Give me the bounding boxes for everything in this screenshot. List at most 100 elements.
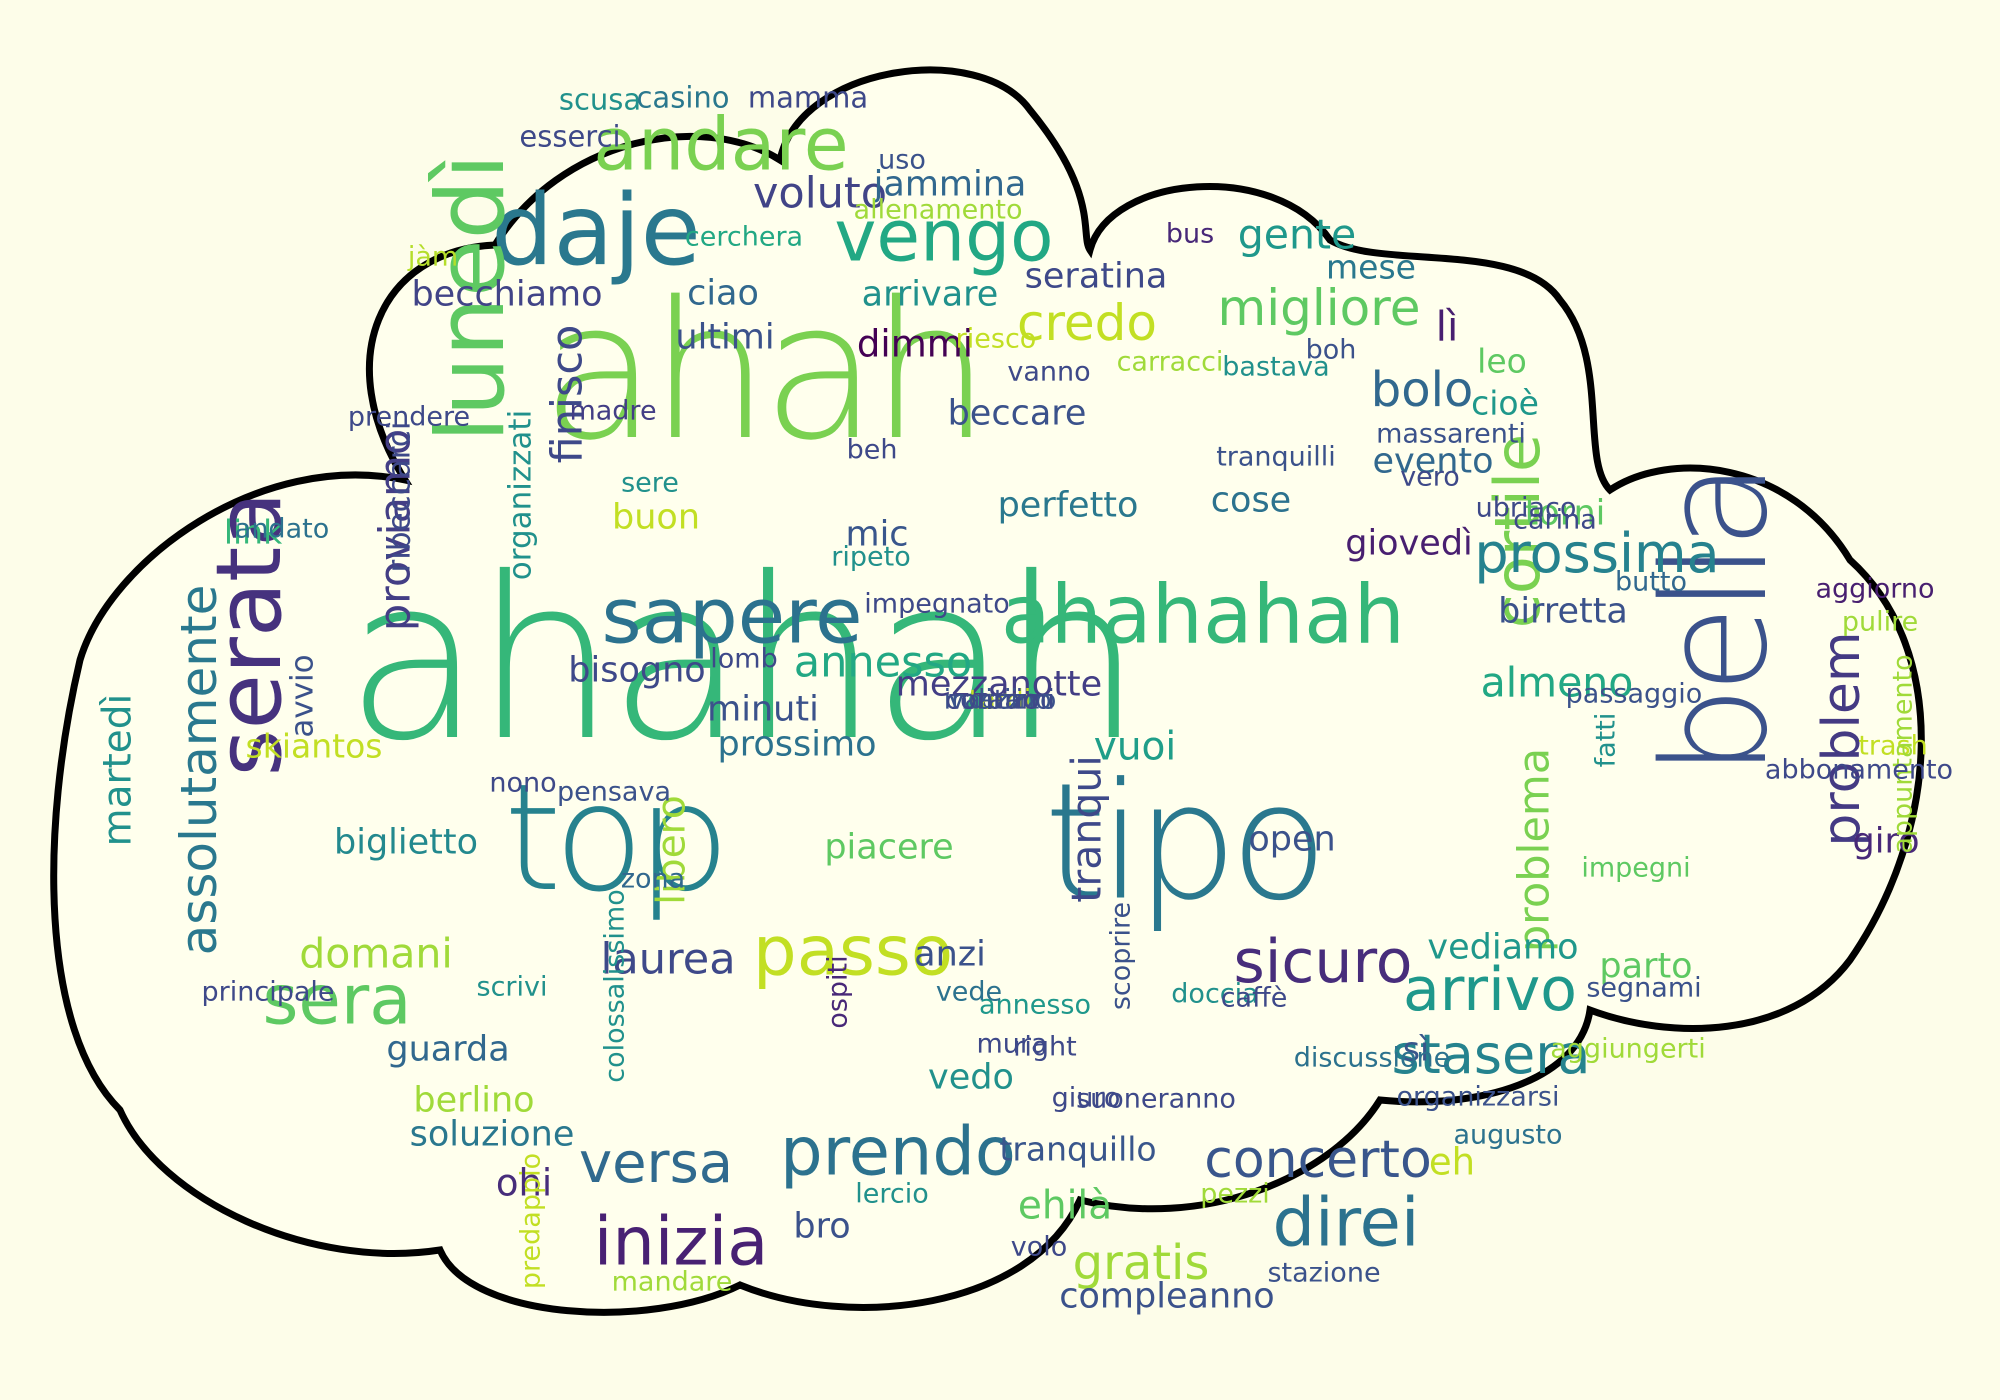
cloud-word: scoprire <box>1105 901 1137 1011</box>
cloud-word: perfetto <box>997 485 1139 526</box>
cloud-word: martedì <box>95 693 141 847</box>
cloud-word: beh <box>846 434 898 466</box>
cloud-word: casino <box>636 80 730 115</box>
cloud-word: berlino <box>413 1080 535 1121</box>
cloud-word: volo <box>1010 1231 1068 1263</box>
cloud-word: organizzati <box>502 409 539 581</box>
cloud-word: andare <box>593 102 849 188</box>
cloud-word: massarenti <box>1376 418 1526 450</box>
cloud-word: domani <box>299 929 453 978</box>
cloud-word: gente <box>1237 210 1357 259</box>
cloud-word: discussione <box>1293 1042 1451 1074</box>
cloud-word: scrivi <box>476 971 548 1003</box>
cloud-word: butto <box>1615 566 1687 598</box>
cloud-word: tipo <box>1043 748 1329 936</box>
cloud-word: pezzi <box>1200 1178 1270 1210</box>
cloud-word: daje <box>491 174 701 288</box>
cloud-word: indirizzo <box>943 684 1057 716</box>
cloud-word: bro <box>793 1206 851 1247</box>
cloud-word: seratina <box>1024 256 1168 297</box>
cloud-word: ahahah <box>345 529 1143 790</box>
cloud-outline <box>50 66 1925 1316</box>
cloud-word: vero <box>1400 461 1460 493</box>
cloud-word: almeno <box>1480 658 1634 707</box>
cloud-word: jàm <box>407 241 459 273</box>
cloud-word: finisco <box>542 324 593 464</box>
cloud-word: carina <box>1513 504 1597 536</box>
cloud-word: carracci <box>1116 346 1224 378</box>
cloud-word: allenamento <box>853 194 1023 226</box>
cloud-word: top <box>503 752 731 924</box>
cloud-word: minuti <box>707 689 819 730</box>
cloud-word: aggiorno <box>1815 573 1935 605</box>
cloud-word: tranquilli <box>1216 441 1336 473</box>
cloud-word: sì <box>1402 1029 1430 1069</box>
cloud-word: versa <box>578 1131 734 1196</box>
cloud-word: suoneranno <box>1076 1083 1236 1115</box>
cloud-word: migliore <box>1217 279 1421 337</box>
cloud-word: vanno <box>1007 356 1091 388</box>
cloud-word: esserci <box>519 119 621 154</box>
cloud-word: lercio <box>855 1178 929 1210</box>
cloud-word: sapere <box>601 572 863 662</box>
cloud-word: azz <box>977 684 1023 716</box>
cloud-word: torni <box>1524 493 1606 534</box>
cloud-word: cioè <box>1471 383 1539 423</box>
cloud-word: birretta <box>1498 591 1628 632</box>
cloud-word: zona <box>620 863 686 895</box>
cloud-word: lì <box>1435 302 1459 351</box>
cloud-word: boh <box>1305 334 1357 366</box>
cloud-word: skiantos <box>245 726 383 766</box>
cloud-word: annesso <box>978 989 1092 1021</box>
cloud-word: beccare <box>947 393 1087 434</box>
cloud-word: passo <box>752 911 954 992</box>
cloud-word: ribeccarci <box>381 421 418 573</box>
cloud-word: gratis <box>1072 1235 1210 1291</box>
cloud-word: guarda <box>386 1029 510 1070</box>
cloud-word: problema <box>1509 747 1560 953</box>
cloud-word: augusto <box>1453 1119 1563 1151</box>
cloud-word: lomb <box>710 643 778 675</box>
cloud-word: buon <box>612 497 700 538</box>
cloud-word: piacere <box>824 827 954 868</box>
cloud-word: passaggio <box>1565 678 1703 710</box>
cloud-word: pensava <box>557 776 671 808</box>
cloud-word: doccia <box>1171 978 1259 1010</box>
cloud-word: ciao <box>687 273 759 314</box>
cloud-word: ospiti <box>822 955 854 1029</box>
cloud-word: riesco <box>955 323 1037 355</box>
cloud-word: pulire <box>1841 606 1919 638</box>
cloud-word: giuro <box>1051 1082 1121 1114</box>
cloud-word: ultimi <box>675 317 775 358</box>
cloud-word: bella <box>1631 468 1799 778</box>
cloud-word: fatti <box>1590 712 1622 768</box>
cloud-word: ripeto <box>831 541 911 573</box>
cloud-word: vengo <box>834 194 1054 278</box>
cloud-word: impegnato <box>864 588 1010 620</box>
cloud-word: inizia <box>593 1202 769 1281</box>
cloud-word: vedo <box>928 1057 1014 1098</box>
cloud-word: mic <box>845 514 909 555</box>
cloud-word: segnami <box>1586 972 1702 1004</box>
cloud-word: madre <box>569 395 657 427</box>
cloud-word: bus <box>1165 218 1215 250</box>
cloud-word: voluto <box>752 168 888 219</box>
cloud-word: prendo <box>780 1112 1016 1191</box>
cloud-word: mandare <box>611 1266 733 1298</box>
cloud-word: anzi <box>914 934 986 975</box>
cloud-word: mese <box>1326 247 1416 287</box>
cloud-word: compleanno <box>1059 1276 1275 1317</box>
cloud-word: contami <box>945 684 1055 716</box>
cloud-word: mamma <box>747 80 869 115</box>
cloud-word: sere <box>621 467 679 499</box>
cloud-word: vuoi <box>1093 724 1177 770</box>
cloud-word: prossimo <box>717 724 877 765</box>
cloud-word: right <box>1013 1031 1077 1063</box>
cloud-word: biglietto <box>334 822 478 863</box>
cloud-word: ohi <box>495 1161 553 1205</box>
cloud-word: open <box>1248 819 1336 860</box>
cloud-word: soluzione <box>409 1114 575 1155</box>
